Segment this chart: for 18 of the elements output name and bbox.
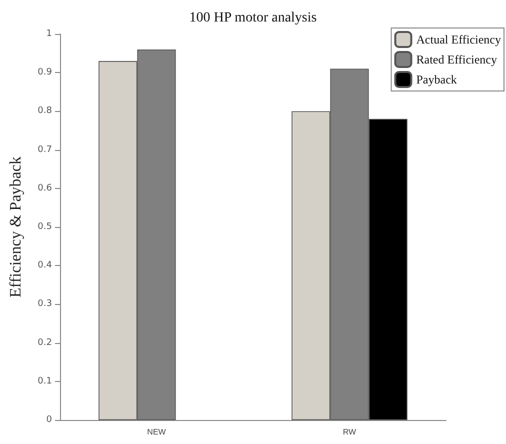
legend-label: Payback <box>416 72 457 86</box>
y-tick-label: 0.1 <box>38 376 52 386</box>
y-tick-label: 0.9 <box>38 68 52 78</box>
legend-label: Actual Efficiency <box>416 32 502 46</box>
y-tick-label: 0.6 <box>38 183 52 194</box>
x-tick-label: RW <box>342 428 357 436</box>
chart-title: 100 HP motor analysis <box>189 10 317 26</box>
y-tick-label: 0.2 <box>38 338 52 348</box>
y-tick-label: 1 <box>46 29 52 39</box>
y-tick-label: 0.5 <box>38 222 52 232</box>
x-tick-label: NEW <box>147 428 166 436</box>
y-tick-label: 0.3 <box>38 299 52 310</box>
y-tick-label: 0.4 <box>38 260 52 271</box>
legend-label: Rated Efficiency <box>416 52 498 66</box>
y-axis-title: Efficiency & Payback <box>8 156 24 298</box>
y-tick-label: 0.7 <box>38 144 52 155</box>
y-tick-label: 0 <box>46 415 52 425</box>
y-tick-label: 0.8 <box>38 106 52 116</box>
